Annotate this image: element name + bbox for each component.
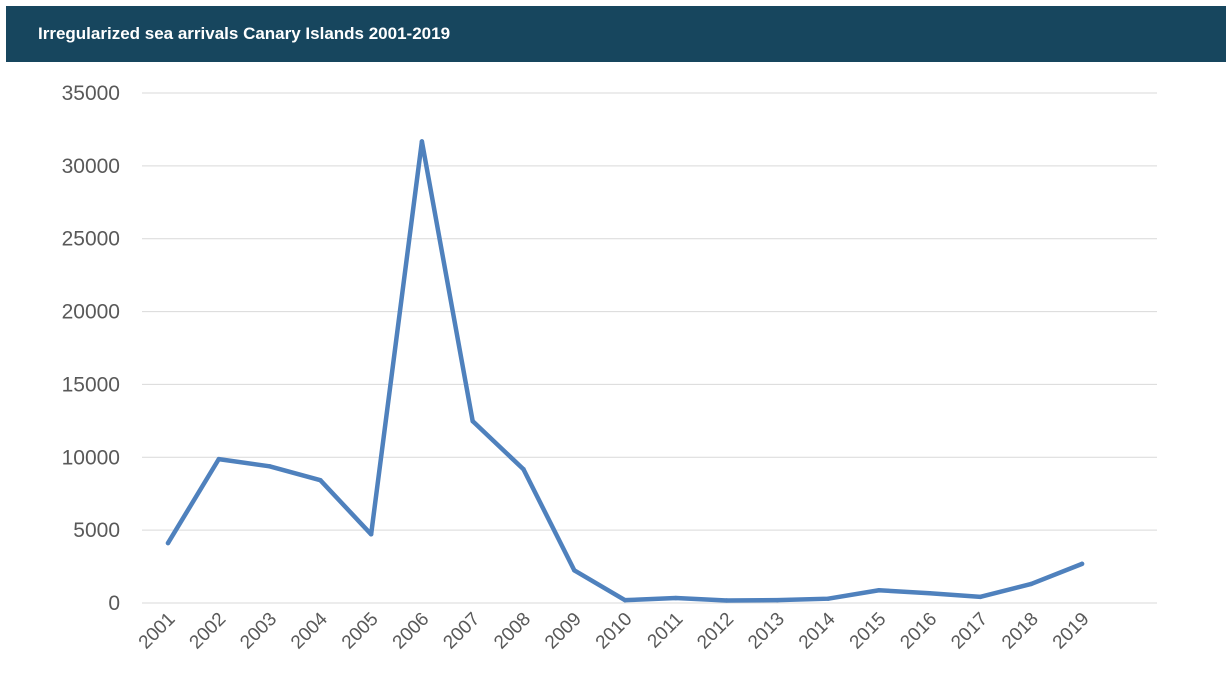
x-tick-label: 2006 — [389, 609, 434, 654]
data-point — [826, 596, 830, 600]
data-point — [623, 598, 627, 602]
y-tick-label: 15000 — [62, 373, 120, 396]
data-point — [470, 419, 474, 423]
y-tick-label: 20000 — [62, 301, 120, 324]
y-tick-label: 25000 — [62, 228, 120, 251]
data-point — [674, 596, 678, 600]
x-tick-label: 2018 — [998, 609, 1043, 654]
data-point — [928, 591, 932, 595]
data-point — [318, 478, 322, 482]
data-point — [775, 598, 779, 602]
data-point — [369, 532, 373, 536]
x-tick-label: 2017 — [947, 609, 992, 654]
x-tick-label: 2002 — [186, 609, 231, 654]
y-tick-label: 35000 — [62, 82, 120, 105]
data-point — [724, 598, 728, 602]
x-tick-label: 2015 — [846, 609, 891, 654]
x-tick-label: 2014 — [795, 608, 840, 653]
x-tick-label: 2012 — [693, 609, 738, 654]
x-tick-label: 2009 — [541, 609, 586, 654]
x-tick-label: 2003 — [236, 609, 281, 654]
x-tick-label: 2001 — [135, 609, 180, 654]
y-tick-label: 10000 — [62, 446, 120, 469]
data-point — [877, 588, 881, 592]
x-tick-label: 2013 — [744, 609, 789, 654]
data-point — [978, 595, 982, 599]
data-point — [1029, 582, 1033, 586]
x-tick-label: 2011 — [644, 609, 688, 653]
data-point — [166, 541, 170, 545]
series-line — [168, 141, 1082, 600]
data-point — [1080, 562, 1084, 566]
data-point — [267, 464, 271, 468]
x-tick-label: 2010 — [592, 609, 637, 654]
x-tick-label: 2016 — [896, 609, 941, 654]
data-point — [420, 139, 424, 143]
data-point — [572, 568, 576, 572]
y-tick-label: 30000 — [62, 155, 120, 178]
x-tick-label: 2007 — [439, 609, 484, 654]
y-tick-label: 0 — [108, 592, 120, 615]
y-tick-label: 5000 — [73, 519, 120, 542]
data-point — [521, 467, 525, 471]
x-tick-label: 2019 — [1049, 609, 1094, 654]
x-tick-label: 2004 — [287, 608, 332, 653]
x-tick-label: 2005 — [338, 609, 383, 654]
data-point — [217, 457, 221, 461]
x-tick-label: 2008 — [490, 609, 535, 654]
